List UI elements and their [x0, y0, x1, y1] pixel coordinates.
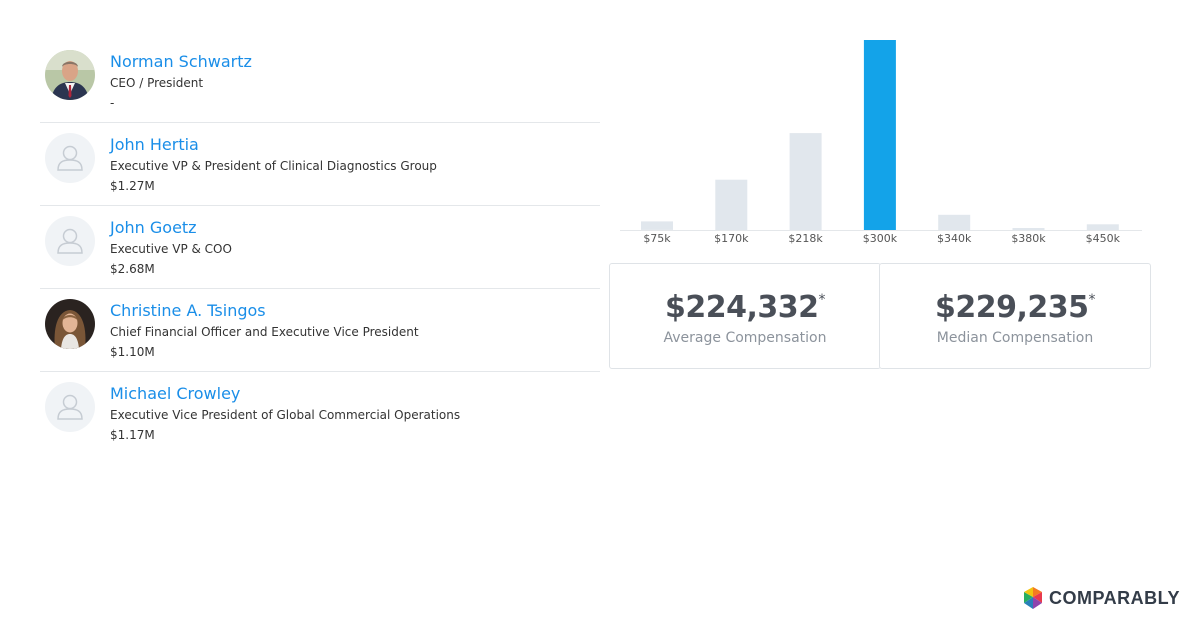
histogram-bar[interactable] — [789, 133, 822, 230]
histogram-bar[interactable] — [1012, 228, 1045, 230]
user-placeholder-icon — [57, 145, 83, 171]
histogram-bar[interactable] — [715, 179, 748, 230]
executive-compensation: $1.27M — [110, 179, 155, 193]
executive-title: Executive VP & President of Clinical Dia… — [110, 159, 437, 173]
executive-photo-icon — [45, 50, 95, 100]
executive-row[interactable]: Norman Schwartz CEO / President - — [40, 40, 600, 123]
avatar[interactable] — [45, 50, 95, 100]
user-placeholder-icon — [57, 394, 83, 420]
executive-name-link[interactable]: John Hertia — [110, 135, 199, 154]
histogram-bar[interactable] — [641, 221, 673, 230]
median-compensation-label: Median Compensation — [936, 330, 1094, 346]
average-compensation-value: $224,332* — [610, 290, 880, 325]
histogram-svg: $75k $170k $218k $300k $340k $380k $450k — [620, 40, 1142, 245]
executive-compensation: - — [110, 96, 115, 110]
histogram-bar[interactable] — [1086, 224, 1119, 230]
executive-name-link[interactable]: Norman Schwartz — [110, 52, 252, 71]
compensation-histogram: $75k $170k $218k $300k $340k $380k $450k — [620, 30, 1142, 252]
brand-name: COMPARABLY — [1048, 587, 1180, 608]
executive-photo-icon — [45, 299, 95, 349]
executive-compensation: $1.17M — [110, 428, 155, 442]
histogram-tick-label: $340k — [937, 232, 972, 245]
median-compensation-card: $229,235* Median Compensation — [879, 263, 1151, 369]
avatar[interactable] — [45, 382, 95, 432]
comparably-logo-icon — [1023, 587, 1042, 609]
executive-compensation: $2.68M — [110, 262, 155, 276]
median-footnote-marker: * — [1088, 292, 1096, 308]
executive-row[interactable]: Michael Crowley Executive Vice President… — [40, 372, 600, 455]
brand-logo[interactable]: COMPARABLY — [1021, 586, 1180, 610]
executive-list: Norman Schwartz CEO / President - John H… — [40, 40, 600, 455]
histogram-tick-label: $75k — [643, 232, 671, 245]
executive-name-link[interactable]: Michael Crowley — [110, 384, 241, 403]
histogram-tick-label: $300k — [863, 232, 898, 245]
user-placeholder-icon — [57, 228, 83, 254]
executive-compensation: $1.10M — [110, 345, 155, 359]
executive-name-link[interactable]: John Goetz — [110, 218, 197, 237]
avatar[interactable] — [45, 299, 95, 349]
executive-title: Executive VP & COO — [110, 242, 232, 256]
histogram-tick-label: $170k — [714, 232, 749, 245]
median-value-text: $229,235 — [934, 290, 1089, 325]
average-footnote-marker: * — [818, 292, 826, 308]
average-compensation-label: Average Compensation — [663, 330, 827, 346]
executive-name-link[interactable]: Christine A. Tsingos — [110, 301, 266, 320]
histogram-tick-label: $218k — [788, 232, 823, 245]
avatar[interactable] — [45, 216, 95, 266]
executive-row[interactable]: John Goetz Executive VP & COO $2.68M — [40, 206, 600, 289]
average-compensation-card: $224,332* Average Compensation — [609, 263, 881, 369]
average-value-text: $224,332 — [664, 290, 819, 325]
histogram-tick-label: $380k — [1011, 232, 1046, 245]
histogram-bar[interactable] — [863, 40, 896, 230]
histogram-bar[interactable] — [938, 214, 971, 230]
avatar[interactable] — [45, 133, 95, 183]
executive-row[interactable]: John Hertia Executive VP & President of … — [40, 123, 600, 206]
executive-title: Executive Vice President of Global Comme… — [110, 408, 461, 422]
median-compensation-value: $229,235* — [880, 290, 1150, 325]
executive-title: CEO / President — [110, 76, 204, 90]
executive-row[interactable]: Christine A. Tsingos Chief Financial Off… — [40, 289, 600, 372]
histogram-tick-label: $450k — [1086, 232, 1121, 245]
executive-title: Chief Financial Officer and Executive Vi… — [110, 325, 419, 339]
